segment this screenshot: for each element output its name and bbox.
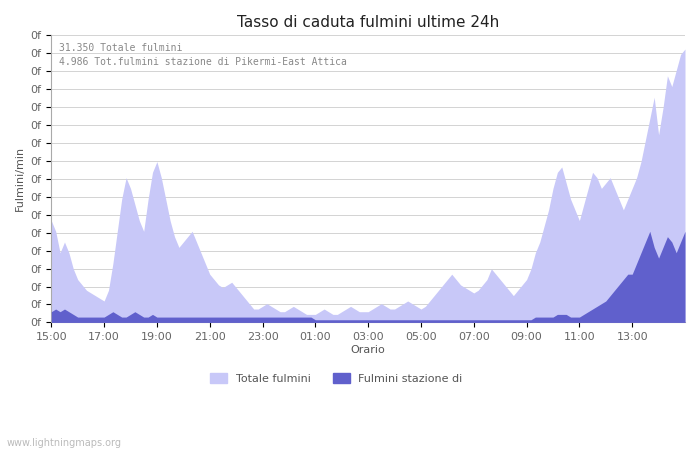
Text: www.lightningmaps.org: www.lightningmaps.org bbox=[7, 438, 122, 448]
Y-axis label: Fulmini/min: Fulmini/min bbox=[15, 146, 25, 212]
Text: 4.986 Tot.fulmini stazione di Pikermi-East Attica: 4.986 Tot.fulmini stazione di Pikermi-Ea… bbox=[59, 57, 346, 67]
Text: 31.350 Totale fulmini: 31.350 Totale fulmini bbox=[59, 42, 182, 53]
Title: Tasso di caduta fulmini ultime 24h: Tasso di caduta fulmini ultime 24h bbox=[237, 15, 499, 30]
X-axis label: Orario: Orario bbox=[351, 345, 386, 355]
Legend: Totale fulmini, Fulmini stazione di: Totale fulmini, Fulmini stazione di bbox=[206, 369, 467, 389]
